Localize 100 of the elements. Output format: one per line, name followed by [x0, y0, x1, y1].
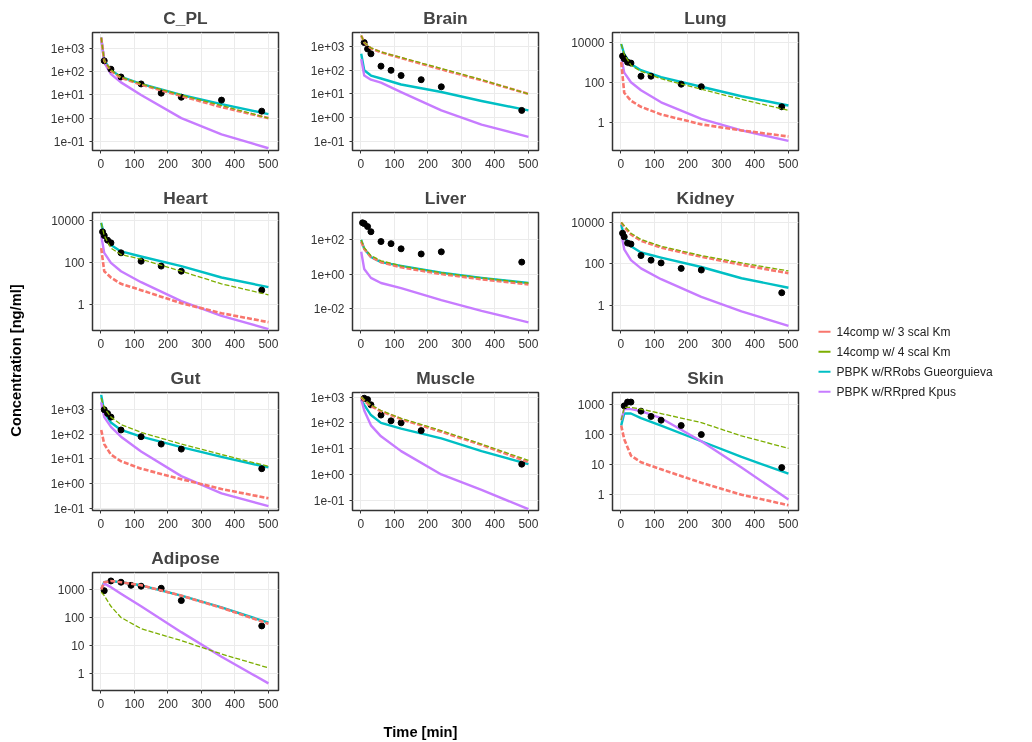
y-tick-label: 1: [77, 667, 85, 682]
x-tick-label: 400: [224, 156, 246, 171]
x-tick-label: 100: [124, 696, 145, 711]
legend-label: PBPK w/RRpred Kpus: [836, 384, 956, 399]
text: Concentration [ng/ml]: [7, 284, 24, 437]
x-tick-label: 500: [258, 156, 279, 171]
x-tick-label: 200: [677, 516, 699, 531]
y-tick-label: 10000: [571, 215, 605, 230]
x-tick-label: 0: [97, 336, 105, 351]
x-tick-label: 200: [417, 516, 439, 531]
x-tick-label: 0: [617, 516, 625, 531]
x-tick-label: 500: [518, 516, 539, 531]
x-tick-label: 0: [617, 156, 625, 171]
x-tick-label: 300: [191, 696, 212, 711]
y-tick-label: 1e+03: [310, 390, 345, 405]
y-tick-label: 1e+03: [310, 40, 345, 55]
chart-title: Brain: [423, 7, 468, 28]
x-tick-label: 500: [258, 336, 279, 351]
y-tick-label: 1e+02: [310, 63, 345, 78]
legend-label: PBPK w/RRobs Gueorguieva: [836, 364, 993, 379]
y-tick-label: 1e+03: [50, 42, 85, 57]
y-tick-label: 100: [64, 256, 85, 271]
y-tick-label: 1e+02: [50, 427, 85, 442]
x-tick-label: 0: [97, 696, 105, 711]
x-tick-label: 100: [644, 516, 665, 531]
x-tick-label: 300: [711, 516, 732, 531]
y-tick-label: 1: [597, 488, 605, 503]
chart-title: Heart: [163, 187, 208, 208]
chart-title: Skin: [687, 367, 724, 388]
y-tick-label: 1: [597, 298, 605, 313]
x-tick-label: 500: [518, 156, 539, 171]
x-tick-label: 400: [484, 336, 506, 351]
chart-title: Kidney: [676, 187, 735, 208]
x-tick-label: 200: [157, 516, 179, 531]
chart-title: Liver: [424, 187, 467, 208]
x-tick-label: 400: [484, 156, 506, 171]
y-tick-label: 1e+00: [310, 467, 345, 482]
x-tick-label: 0: [617, 336, 625, 351]
x-tick-label: 100: [384, 336, 405, 351]
y-tick-label: 10: [71, 639, 85, 654]
x-tick-label: 500: [518, 336, 539, 351]
y-tick-label: 100: [584, 428, 605, 443]
y-tick-label: 1e+00: [50, 477, 85, 492]
x-tick-label: 400: [224, 696, 246, 711]
x-tick-label: 100: [384, 516, 405, 531]
x-tick-label: 500: [258, 696, 279, 711]
x-tick-label: 100: [124, 156, 145, 171]
y-tick-label: 10000: [51, 214, 85, 229]
y-tick-label: 1000: [577, 397, 605, 412]
y-tick-label: 1e+02: [310, 416, 345, 431]
x-tick-label: 400: [484, 516, 506, 531]
y-tick-label: 1e+02: [310, 233, 345, 248]
y-tick-label: 10: [591, 458, 605, 473]
x-tick-label: 500: [258, 516, 279, 531]
y-tick-label: 1000: [57, 582, 85, 597]
x-tick-label: 400: [744, 516, 766, 531]
x-tick-label: 400: [744, 156, 766, 171]
y-tick-label: 1e-01: [53, 501, 85, 516]
y-tick-label: 1e+01: [310, 442, 345, 457]
y-tick-label: 1e+00: [50, 111, 85, 126]
x-tick-label: 300: [711, 336, 732, 351]
x-tick-label: 200: [157, 156, 179, 171]
x-tick-label: 0: [357, 156, 365, 171]
x-tick-label: 500: [778, 336, 799, 351]
x-tick-label: 400: [224, 516, 246, 531]
y-tick-label: 1e-01: [313, 134, 345, 149]
y-tick-label: 1e+01: [50, 88, 85, 103]
x-tick-label: 300: [451, 156, 472, 171]
x-tick-label: 200: [417, 336, 439, 351]
x-tick-label: 200: [677, 156, 699, 171]
y-tick-label: 100: [64, 610, 85, 625]
x-tick-label: 400: [224, 336, 246, 351]
x-tick-label: 300: [711, 156, 732, 171]
y-tick-label: 1e-02: [313, 301, 345, 316]
x-tick-label: 200: [677, 336, 699, 351]
y-tick-label: 100: [584, 75, 605, 90]
y-tick-label: 100: [584, 257, 605, 272]
x-tick-label: 200: [417, 156, 439, 171]
x-tick-label: 500: [778, 156, 799, 171]
y-tick-label: 1: [77, 298, 85, 313]
chart-title: Adipose: [151, 547, 221, 568]
chart-title: Gut: [170, 367, 201, 388]
text: Time [min]: [383, 723, 458, 740]
x-tick-label: 200: [157, 336, 179, 351]
x-tick-label: 100: [644, 156, 665, 171]
x-tick-label: 500: [778, 516, 799, 531]
x-tick-label: 100: [124, 516, 145, 531]
y-tick-label: 1e+02: [50, 65, 85, 80]
y-tick-label: 1: [597, 115, 605, 130]
x-tick-label: 100: [384, 156, 405, 171]
x-tick-label: 300: [191, 156, 212, 171]
x-tick-label: 100: [124, 336, 145, 351]
chart-title: C_PL: [163, 7, 209, 28]
legend-label: 14comp w/ 3 scal Km: [836, 324, 951, 339]
x-tick-label: 300: [451, 516, 472, 531]
y-tick-label: 1e-01: [53, 134, 85, 149]
x-tick-label: 400: [744, 336, 766, 351]
y-tick-label: 1e+03: [50, 403, 85, 418]
y-tick-label: 10000: [571, 35, 605, 50]
y-tick-label: 1e-01: [313, 493, 345, 508]
